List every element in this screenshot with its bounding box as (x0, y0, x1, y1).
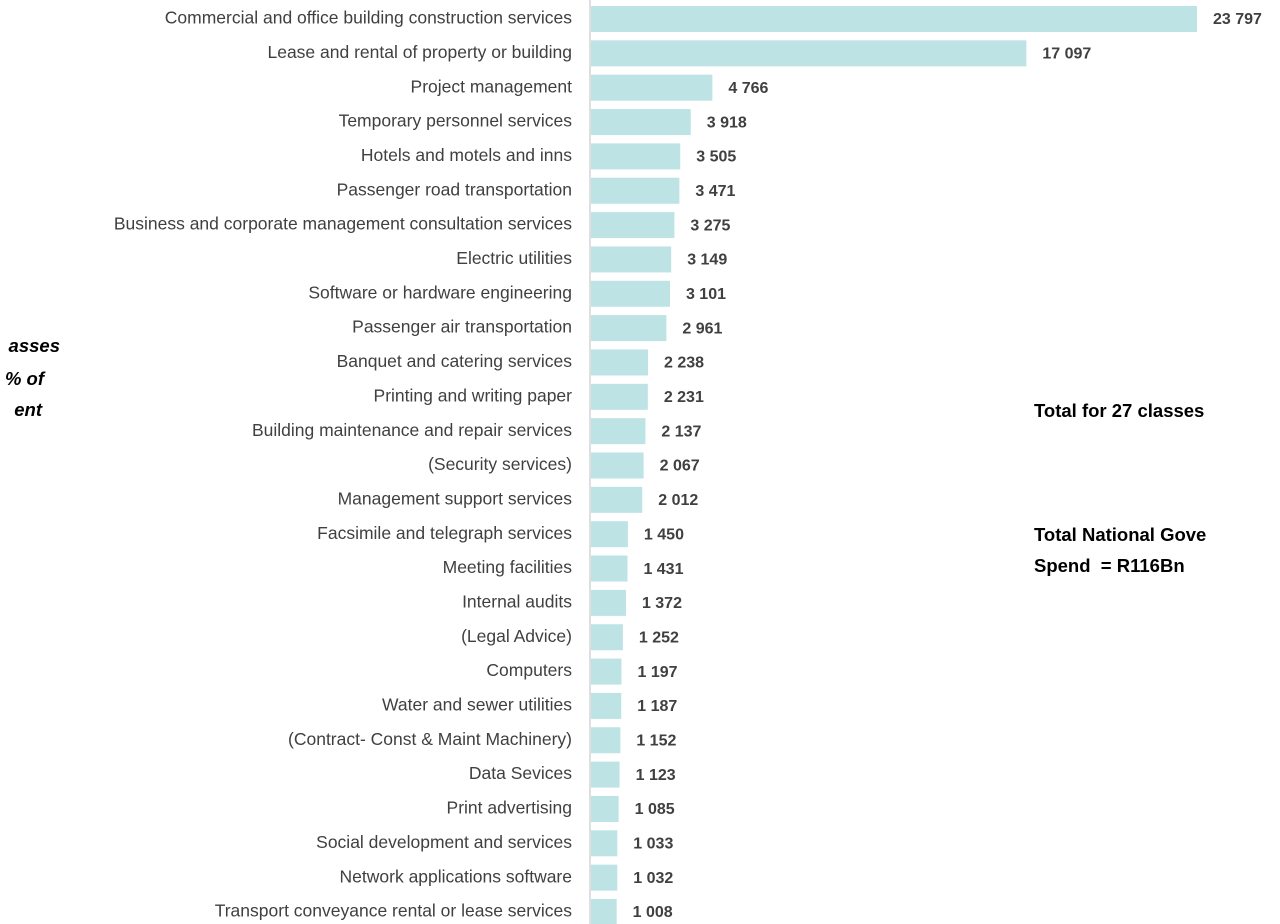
value-label: 2 137 (661, 423, 701, 440)
bar (591, 383, 648, 410)
value-label: 1 008 (633, 904, 673, 921)
value-label: 3 149 (687, 252, 727, 269)
category-label: Print advertising (447, 798, 572, 818)
category-label: (Security services) (428, 454, 572, 474)
category-label: Facsimile and telegraph services (317, 523, 572, 543)
value-label: 3 918 (707, 114, 747, 131)
value-label: 1 187 (637, 698, 677, 715)
bar (591, 589, 626, 616)
category-label: (Contract- Const & Maint Machinery) (288, 729, 572, 749)
bar (591, 143, 681, 170)
value-label: 1 450 (644, 526, 684, 543)
value-label: 1 123 (636, 767, 676, 784)
category-label: Passenger road transportation (337, 179, 572, 199)
value-label: 1 033 (633, 836, 673, 853)
value-label: 2 238 (664, 355, 704, 372)
bar (591, 246, 672, 273)
category-label: Computers (486, 660, 572, 680)
category-label: Data Sevices (469, 763, 572, 783)
bar (591, 177, 680, 204)
category-label: Commercial and office building construct… (165, 8, 572, 28)
bar (591, 624, 623, 651)
value-label: 2 012 (658, 492, 698, 509)
value-label: 1 197 (637, 664, 677, 681)
value-label: 3 505 (696, 149, 736, 166)
value-label: 1 152 (636, 732, 676, 749)
annotation: asses (9, 335, 60, 356)
value-label: 23 797 (1213, 11, 1262, 28)
bar (591, 315, 667, 342)
category-label: Internal audits (462, 592, 572, 612)
value-label: 3 101 (686, 286, 726, 303)
value-label: 1 252 (639, 629, 679, 646)
category-label: (Legal Advice) (461, 626, 572, 646)
annotation: Total for 27 classes (1034, 400, 1204, 421)
value-label: 2 961 (682, 320, 722, 337)
category-label: Banquet and catering services (337, 351, 573, 371)
value-label: 4 766 (728, 80, 768, 97)
annotation: Spend = R116Bn (1034, 555, 1185, 576)
value-label: 3 275 (690, 217, 730, 234)
category-label: Hotels and motels and inns (361, 145, 572, 165)
bar (591, 40, 1027, 67)
bar (591, 521, 628, 548)
category-label: Social development and services (316, 832, 572, 852)
bar (591, 761, 620, 788)
category-label: Lease and rental of property or building (267, 42, 572, 62)
category-label: Transport conveyance rental or lease ser… (215, 901, 573, 921)
value-label: 3 471 (695, 183, 735, 200)
bar (591, 830, 618, 857)
bar (591, 486, 643, 513)
bar (591, 6, 1197, 32)
annotation: Total National Gove (1034, 524, 1206, 545)
value-label: 1 431 (643, 561, 683, 578)
value-label: 1 085 (635, 801, 675, 818)
bar (591, 555, 628, 582)
category-label: Printing and writing paper (374, 385, 573, 405)
bar (591, 280, 670, 307)
bar (591, 212, 675, 239)
bar (591, 727, 621, 754)
bar (591, 692, 622, 719)
bar (591, 418, 646, 445)
bar (591, 349, 648, 376)
bar (591, 109, 691, 136)
bar (591, 864, 618, 891)
category-label: Temporary personnel services (339, 111, 573, 131)
category-label: Software or hardware engineering (308, 282, 572, 302)
category-label: Electric utilities (456, 248, 572, 268)
annotation: ent (14, 399, 43, 420)
category-label: Network applications software (340, 866, 572, 886)
category-label: Building maintenance and repair services (252, 420, 572, 440)
bar (591, 658, 622, 685)
bar (591, 899, 617, 924)
value-label: 1 372 (642, 595, 682, 612)
annotation: % of (5, 368, 46, 389)
category-label: Passenger air transportation (352, 317, 572, 337)
value-label: 17 097 (1042, 46, 1091, 63)
category-label: Management support services (338, 488, 573, 508)
bar (591, 452, 644, 479)
category-label: Water and sewer utilities (382, 695, 572, 715)
category-label: Meeting facilities (443, 557, 573, 577)
bar (591, 795, 619, 822)
value-label: 1 032 (633, 870, 673, 887)
value-label: 2 231 (664, 389, 704, 406)
value-label: 2 067 (660, 458, 700, 475)
category-label: Business and corporate management consul… (114, 214, 572, 234)
category-label: Project management (411, 76, 573, 96)
bar (591, 74, 713, 101)
